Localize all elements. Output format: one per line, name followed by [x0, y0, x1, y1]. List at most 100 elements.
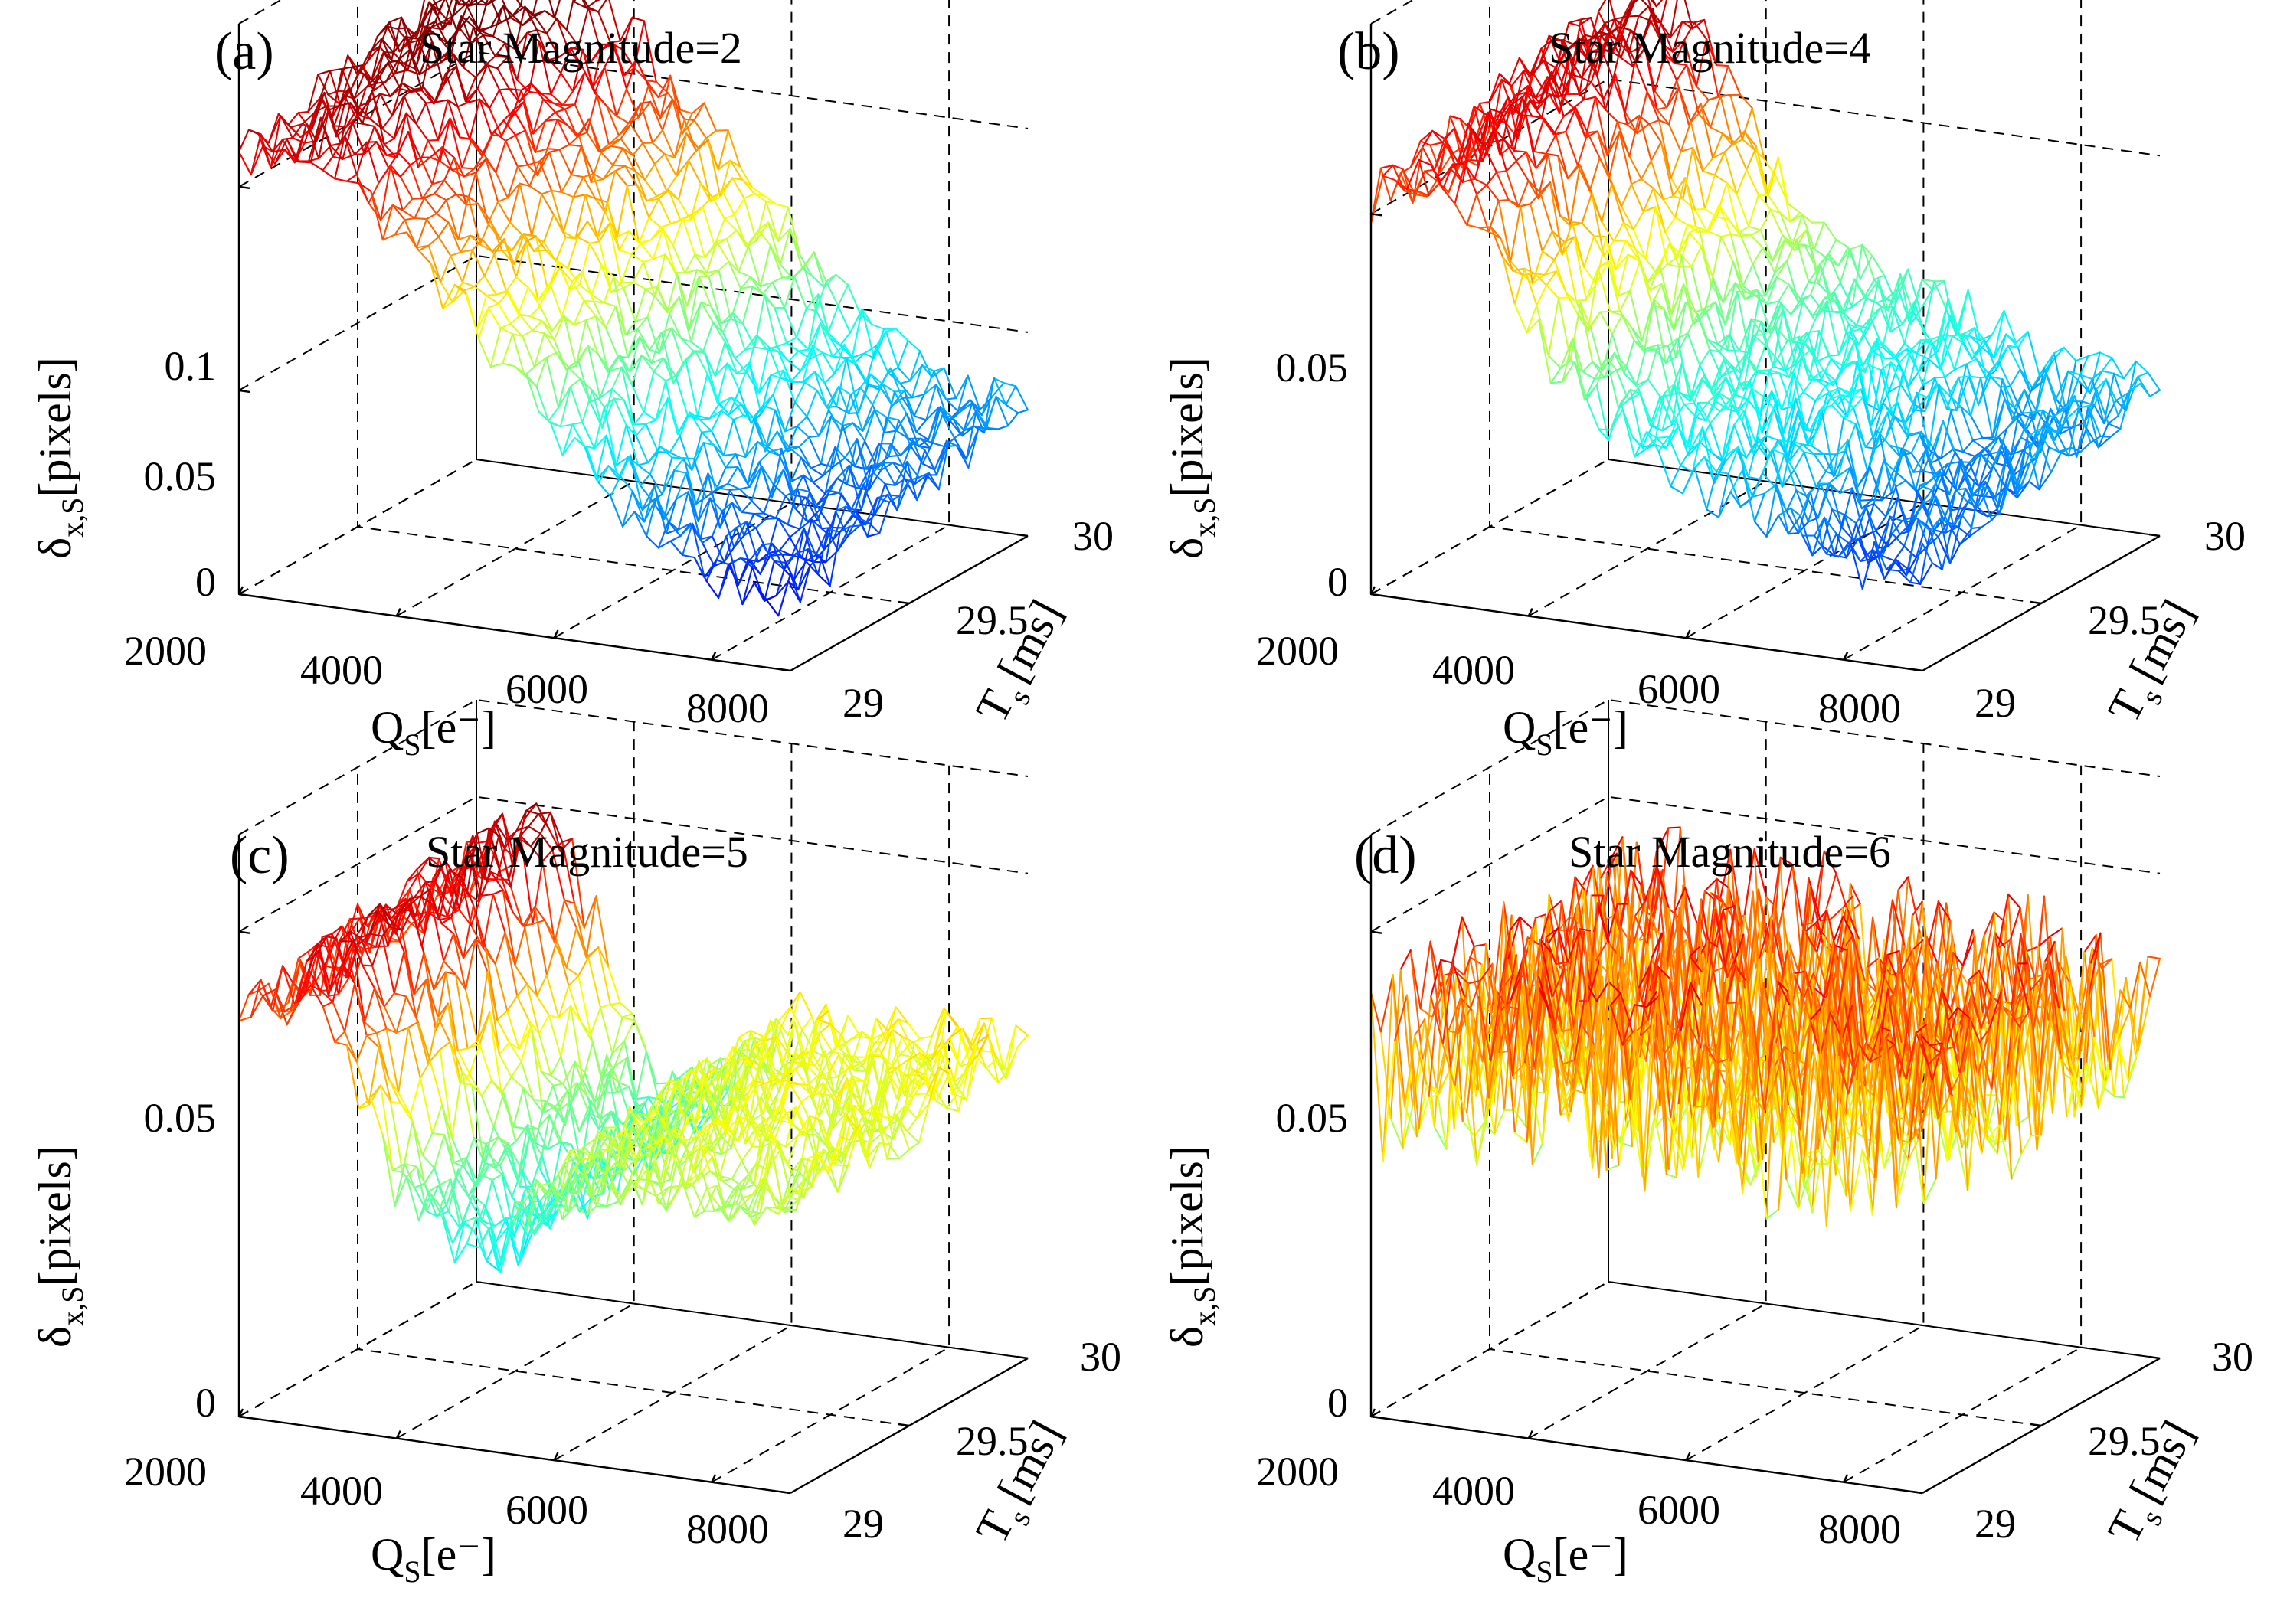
panel-a-mesh-edge	[478, 0, 489, 31]
panel-b-mesh-edge	[2109, 428, 2122, 438]
panel-a-mesh-edge	[486, 0, 493, 6]
panel-a-mesh-edge	[596, 93, 610, 145]
panel-a-mesh-edge	[490, 21, 502, 28]
panel-b-mesh-edge	[1790, 300, 1804, 315]
panel-b-mesh-edge	[1942, 334, 1954, 338]
panel-a-mesh-edge	[405, 112, 417, 125]
panel-a-mesh-edge	[534, 15, 548, 34]
panel-a-mesh-edge	[624, 328, 639, 336]
panel-a-mesh-edge	[481, 238, 496, 256]
panel-a-mesh-edge	[629, 354, 643, 373]
panel-a-mesh-edge	[531, 193, 543, 237]
panel-b-mesh-edge	[1748, 194, 1760, 227]
panel-a-mesh-edge	[915, 419, 928, 433]
panel-a-mesh-edge	[793, 276, 807, 309]
panel-a-mesh-edge	[990, 382, 1005, 398]
panel-a-mesh-edge	[427, 236, 440, 247]
panel-a-mesh-edge	[610, 287, 625, 293]
panel-a-mesh-edge	[890, 443, 904, 467]
panel-b-mesh-edge	[1933, 279, 1945, 283]
panel-b-mesh-edge	[1674, 38, 1686, 64]
panel-a-mesh-edge	[634, 316, 649, 323]
panel-a-mesh-edge	[707, 139, 721, 198]
panel-b-mesh-edge	[1630, 29, 1642, 48]
panel-a-mesh-edge	[721, 312, 734, 334]
panel-a-mesh-edge	[659, 223, 672, 228]
panel-a-mesh-edge	[541, 320, 555, 341]
panel-a-mesh-edge	[487, 302, 499, 309]
panel-b-mesh-edge	[2089, 370, 2103, 394]
panel-a-mesh-edge	[552, 214, 567, 238]
panel-c-mesh-edge	[979, 1017, 993, 1020]
panel-a-mesh-edge	[551, 189, 564, 233]
panel-b-mesh-edge	[2149, 389, 2161, 397]
panel-a-mesh-edge	[860, 471, 875, 511]
panel-a-mesh-edge	[573, 1, 587, 9]
panel-b-mesh-edge	[1932, 343, 1946, 378]
panel-a-mesh-edge	[611, 387, 625, 401]
panel-a-mesh-edge	[591, 43, 604, 89]
panel-a-mesh-edge	[486, 293, 498, 296]
panel-a-mesh-edge	[718, 396, 733, 404]
panel-b-mesh-edge	[1981, 436, 1996, 441]
panel-a-z-gridline-2	[238, 51, 1029, 188]
panel-a-mesh-edge	[486, 64, 499, 70]
panel-a-mesh-edge	[496, 67, 511, 90]
panel-a-mesh-edge	[729, 557, 741, 565]
panel-a-mesh-edge	[720, 396, 733, 412]
panel-a-mesh-edge	[995, 395, 1009, 427]
panel-b-mesh-edge	[1993, 309, 2005, 359]
panel-a-mesh-edge	[624, 165, 636, 172]
panel-a-z-tick-1: 0.05	[144, 453, 217, 499]
panel-b-mesh-edge	[1700, 103, 1714, 159]
panel-b-mesh-edge	[1873, 274, 1886, 281]
panel-a-mesh-edge	[482, 34, 496, 57]
panel-a-mesh-edge	[417, 29, 429, 40]
panel-a-mesh-edge	[516, 165, 531, 188]
panel-a-mesh-edge	[834, 446, 846, 459]
panel-a-mesh-edge	[826, 528, 839, 552]
panel-a-mesh-edge	[554, 108, 566, 113]
panel-a-mesh-edge	[414, 197, 426, 220]
panel-a-mesh-edge	[622, 147, 636, 172]
panel-a-mesh-edge	[560, 72, 574, 93]
panel-a-mesh-edge	[603, 302, 617, 308]
panel-b-mesh-edge	[1813, 248, 1827, 259]
panel-a-mesh-edge	[847, 386, 862, 415]
panel-a-mesh-edge	[754, 417, 768, 448]
panel-a-mesh-edge	[406, 231, 420, 252]
panel-a-mesh-edge	[546, 118, 558, 150]
panel-b-mesh-edge	[1611, 25, 1626, 54]
panel-a-mesh-edge	[677, 522, 692, 531]
panel-b-mesh-edge	[2117, 390, 2132, 417]
panel-b-mesh-edge	[1891, 306, 1906, 345]
panel-a-mesh-edge	[403, 88, 415, 97]
panel-a-mesh-edge	[679, 411, 691, 437]
panel-b-mesh-edge	[2086, 427, 2099, 449]
panel-b-mesh-edge	[2101, 357, 2113, 372]
panel-a-mesh-edge	[849, 524, 861, 528]
panel-a-mesh-edge	[798, 446, 813, 469]
panel-a-mesh-edge	[870, 462, 885, 467]
panel-a-mesh-edge	[779, 536, 791, 551]
panel-a-mesh-edge	[643, 178, 658, 198]
panel-a-mesh-edge	[711, 535, 725, 563]
panel-a-mesh-edge	[838, 464, 850, 494]
panel-a-mesh-edge	[704, 240, 718, 259]
panel-a-mesh-edge	[824, 446, 836, 495]
panel-a-mesh-edge	[865, 443, 880, 470]
panel-a-mesh-edge	[657, 540, 672, 549]
panel-a-mesh-edge	[492, 35, 506, 44]
panel-b-mesh-edge	[1989, 375, 2004, 381]
panel-a-mesh-edge	[677, 491, 689, 531]
panel-a-mesh-edge	[819, 554, 831, 587]
panel-a-mesh-edge	[450, 251, 462, 257]
panel-a-mesh-edge	[473, 153, 485, 170]
panel-a-mesh-edge	[660, 332, 675, 384]
panel-a-mesh-edge	[419, 156, 434, 185]
panel-a-mesh-edge	[440, 21, 452, 25]
panel-a-mesh-edge	[541, 193, 555, 216]
panel-a-mesh-edge	[506, 182, 521, 199]
panel-b-mesh-edge	[2003, 309, 2017, 344]
panel-a-mesh-edge	[584, 194, 599, 238]
